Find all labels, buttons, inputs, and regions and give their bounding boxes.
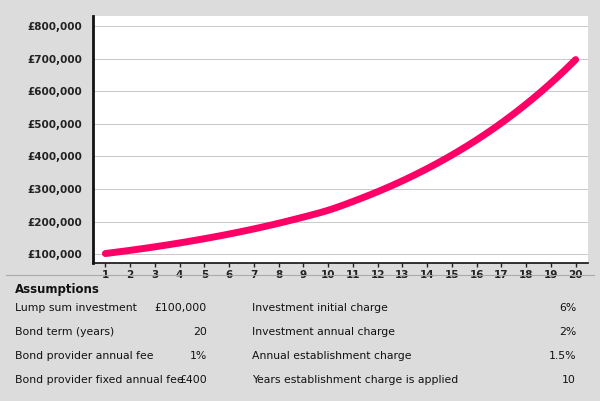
Text: Bond provider annual fee: Bond provider annual fee [15,351,154,361]
Text: £100,000: £100,000 [155,303,207,313]
Text: Bond term (years): Bond term (years) [15,327,114,337]
Text: 1.5%: 1.5% [548,351,576,361]
Text: 10: 10 [562,375,576,385]
Text: 1%: 1% [190,351,207,361]
Text: 20: 20 [193,327,207,337]
Text: 6%: 6% [559,303,576,313]
Text: £400: £400 [179,375,207,385]
Text: Investment annual charge: Investment annual charge [252,327,395,337]
Text: Assumptions: Assumptions [15,283,100,296]
Text: Bond provider fixed annual fee: Bond provider fixed annual fee [15,375,184,385]
Text: Lump sum investment: Lump sum investment [15,303,137,313]
Text: 2%: 2% [559,327,576,337]
Text: Investment initial charge: Investment initial charge [252,303,388,313]
Text: Annual establishment charge: Annual establishment charge [252,351,412,361]
Text: Years establishment charge is applied: Years establishment charge is applied [252,375,458,385]
